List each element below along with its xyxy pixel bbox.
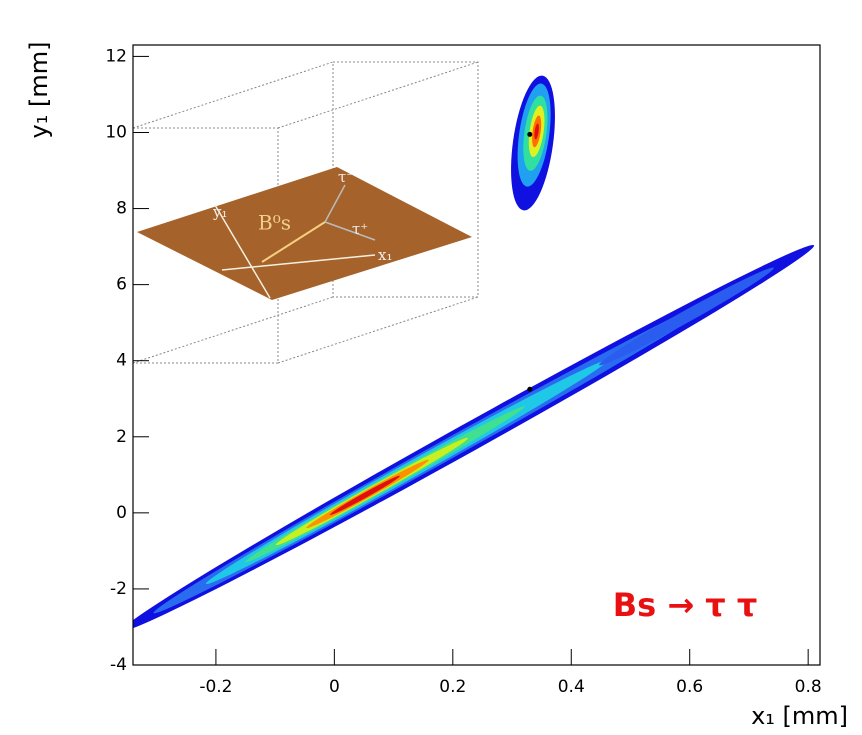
inset-plane bbox=[137, 167, 472, 300]
contours bbox=[133, 75, 815, 631]
point bbox=[527, 131, 533, 137]
y-axis-label: y₁ [mm] bbox=[25, 42, 53, 139]
x-tick-label: 0.8 bbox=[795, 677, 822, 697]
point bbox=[527, 386, 533, 392]
inset bbox=[132, 61, 479, 364]
inset-label: x₁ bbox=[378, 246, 392, 264]
annotation: Bs → τ τ bbox=[613, 586, 758, 624]
upper-contour bbox=[511, 75, 555, 211]
inset-label: B⁰s bbox=[258, 211, 291, 235]
inset-label: τ⁺ bbox=[352, 220, 368, 238]
x-tick-label: -0.2 bbox=[199, 677, 232, 697]
x-tick-label: 0 bbox=[329, 677, 340, 697]
x-tick-label: 0.6 bbox=[676, 677, 703, 697]
y-tick-label: 6 bbox=[116, 275, 127, 295]
y-tick-label: 12 bbox=[105, 46, 127, 66]
inset-lines bbox=[214, 184, 376, 299]
x-tick-label: 0.2 bbox=[439, 677, 466, 697]
y-tick-label: 0 bbox=[116, 503, 127, 523]
x-tick-label: 0.4 bbox=[558, 677, 585, 697]
y-tick-label: 4 bbox=[116, 351, 127, 371]
plot-frame bbox=[132, 44, 821, 666]
y-tick-label: 10 bbox=[105, 122, 127, 142]
y-tick-label: -2 bbox=[110, 579, 127, 599]
y-tick-label: 2 bbox=[116, 427, 127, 447]
y-tick-label: -4 bbox=[110, 655, 127, 675]
inset-box-back bbox=[332, 61, 479, 298]
y-tick-label: 8 bbox=[116, 199, 127, 219]
inset-label: y₁ bbox=[212, 203, 228, 221]
inset-box-front bbox=[132, 127, 279, 364]
x-axis-label: x₁ [mm] bbox=[751, 702, 848, 730]
main-contour bbox=[133, 245, 815, 631]
inset-label: τ⁻ bbox=[338, 168, 354, 186]
